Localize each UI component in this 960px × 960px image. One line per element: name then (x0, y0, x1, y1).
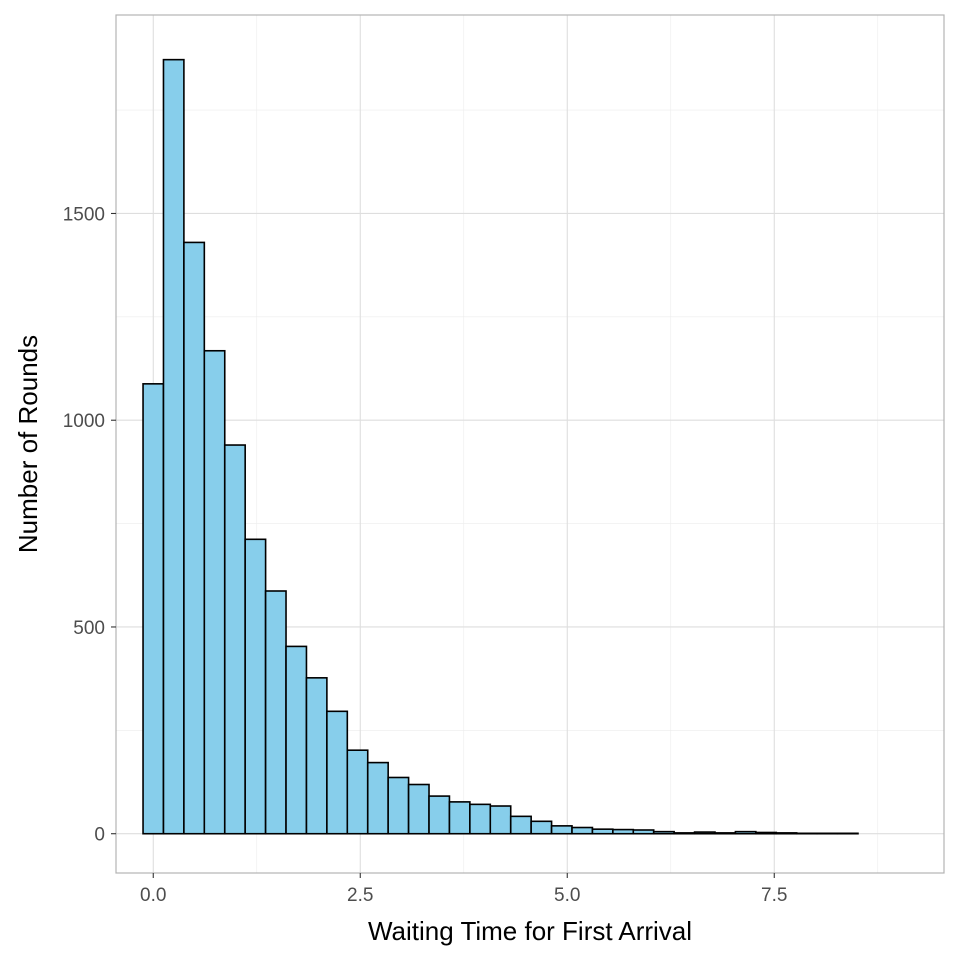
histogram-bar-26 (673, 832, 696, 835)
y-axis-ticks: 0 500 1000 1500 (63, 204, 116, 846)
histogram-bar-25 (652, 830, 675, 835)
histogram-bar-31 (775, 832, 798, 835)
x-tick-label-3: 7.5 (761, 885, 787, 906)
histogram-bar-11 (366, 761, 389, 835)
histogram-bar-8 (305, 677, 328, 835)
histogram-bar-28 (714, 832, 737, 835)
y-tick-label-0: 0 (94, 825, 105, 846)
histogram-bar-24 (632, 829, 655, 835)
histogram-bar-19 (530, 820, 553, 835)
histogram-bar-2 (183, 241, 206, 835)
minor-gridlines (116, 15, 944, 873)
histogram-bar-12 (387, 776, 410, 835)
histogram-bar-6 (264, 590, 287, 835)
histogram-bar-30 (755, 831, 778, 835)
x-axis-title: Waiting Time for First Arrival (368, 916, 692, 946)
y-tick-label-2: 1000 (63, 411, 105, 432)
histogram-bar-17 (489, 805, 512, 835)
x-axis-ticks: 0.0 2.5 5.0 7.5 (140, 873, 787, 906)
panel-border (115, 14, 945, 874)
histogram-bar-10 (346, 749, 369, 835)
histogram-bar-14 (428, 795, 451, 835)
histogram-bars (142, 58, 859, 835)
histogram-bar-3 (203, 349, 226, 835)
histogram-bar-4 (223, 444, 246, 835)
histogram-bar-27 (693, 831, 716, 835)
y-tick-label-1: 500 (73, 618, 105, 639)
histogram-bar-29 (734, 830, 757, 835)
x-tick-label-2: 5.0 (554, 885, 580, 906)
histogram-bar-15 (448, 801, 471, 835)
histogram-bar-0 (142, 383, 165, 835)
histogram-bar-16 (469, 803, 492, 835)
histogram-bar-23 (612, 828, 635, 835)
histogram-bar-20 (550, 825, 573, 835)
histogram-bar-9 (326, 710, 349, 835)
x-tick-label-1: 2.5 (347, 885, 373, 906)
y-tick-label-3: 1500 (63, 204, 105, 225)
histogram-bar-5 (244, 538, 267, 835)
major-gridlines (116, 15, 944, 873)
y-axis-title: Number of Rounds (13, 335, 43, 553)
histogram-bar-21 (571, 826, 594, 835)
histogram-bar-7 (285, 645, 308, 835)
histogram-bar-22 (591, 828, 614, 835)
histogram-bar-13 (407, 783, 430, 835)
x-tick-label-0: 0.0 (140, 885, 166, 906)
histogram-bar-1 (162, 58, 185, 835)
histogram-bar-18 (509, 815, 532, 835)
